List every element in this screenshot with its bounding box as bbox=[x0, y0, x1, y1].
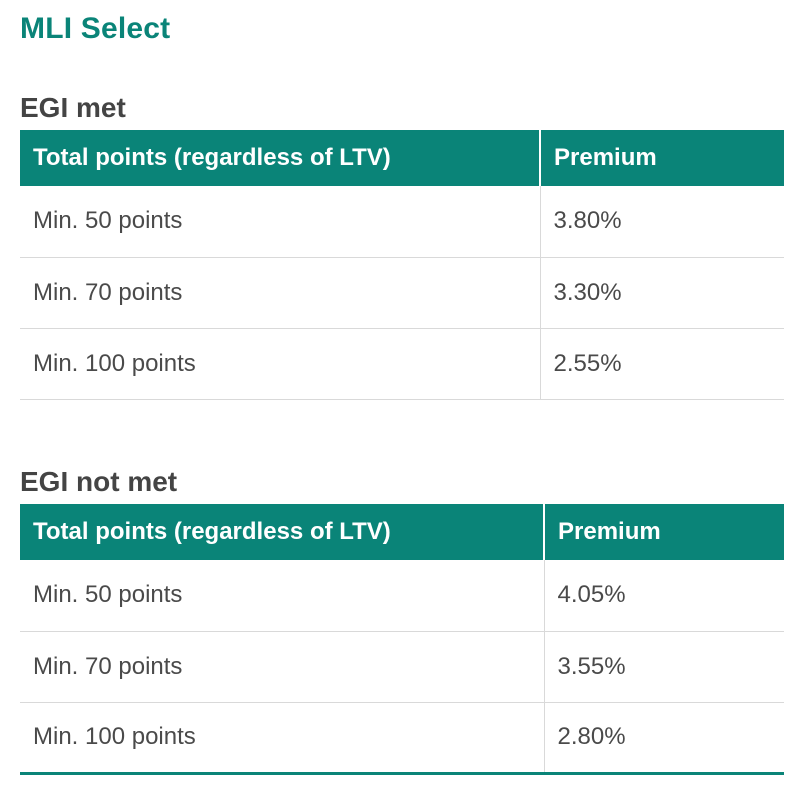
section-egi-met: EGI met Total points (regardless of LTV)… bbox=[20, 88, 784, 400]
premium-table: Total points (regardless of LTV) Premium… bbox=[20, 130, 784, 400]
premium-cell: 3.80% bbox=[540, 186, 784, 258]
section-egi-not-met: EGI not met Total points (regardless of … bbox=[20, 462, 784, 775]
points-cell: Min. 70 points bbox=[20, 257, 541, 329]
table-row: Min. 100 points 2.80% bbox=[20, 702, 784, 775]
table-header-row: Total points (regardless of LTV) Premium bbox=[20, 504, 784, 560]
table-row: Min. 70 points 3.55% bbox=[20, 631, 784, 703]
premium-cell: 2.55% bbox=[540, 328, 784, 400]
table-header-row: Total points (regardless of LTV) Premium bbox=[20, 130, 784, 186]
table-row: Min. 70 points 3.30% bbox=[20, 257, 784, 329]
column-header-premium: Premium bbox=[540, 130, 784, 186]
premium-cell: 4.05% bbox=[544, 560, 784, 632]
page-title: MLI Select bbox=[20, 12, 171, 45]
premium-cell: 2.80% bbox=[544, 702, 784, 775]
premium-table: Total points (regardless of LTV) Premium… bbox=[20, 504, 784, 775]
points-cell: Min. 50 points bbox=[20, 560, 545, 632]
column-header-premium: Premium bbox=[544, 504, 784, 560]
section-title: EGI not met bbox=[20, 466, 178, 497]
premium-cell: 3.30% bbox=[540, 257, 784, 329]
table-row: Min. 100 points 2.55% bbox=[20, 328, 784, 400]
table-row: Min. 50 points 4.05% bbox=[20, 560, 784, 632]
column-header-total-points: Total points (regardless of LTV) bbox=[20, 130, 541, 186]
section-title: EGI met bbox=[20, 92, 126, 123]
points-cell: Min. 100 points bbox=[20, 328, 541, 400]
points-cell: Min. 100 points bbox=[20, 702, 545, 775]
points-cell: Min. 70 points bbox=[20, 631, 545, 703]
table-row: Min. 50 points 3.80% bbox=[20, 186, 784, 258]
points-cell: Min. 50 points bbox=[20, 186, 541, 258]
column-header-total-points: Total points (regardless of LTV) bbox=[20, 504, 545, 560]
premium-cell: 3.55% bbox=[544, 631, 784, 703]
